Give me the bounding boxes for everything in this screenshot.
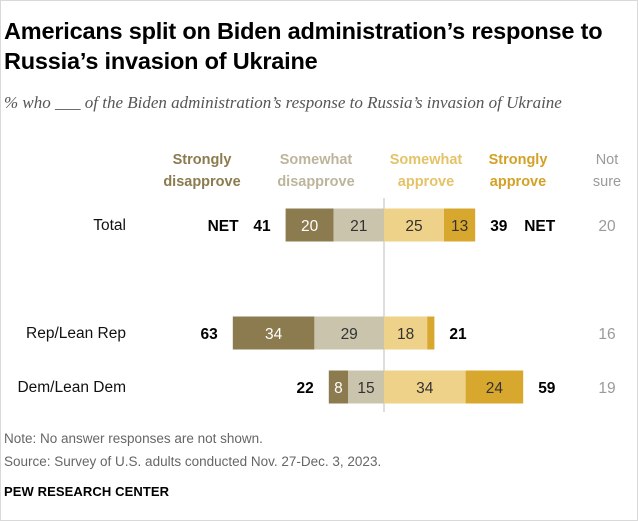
bar-rep-lean-rep-strongly-approve <box>427 316 435 350</box>
legend-somewhat-approve-line-2: approve <box>398 174 454 190</box>
net-approve-dem-lean-dem: 59 <box>538 380 556 397</box>
diverging-bar-chart: Strongly disapprove Somewhat disapprove Some… <box>17 152 621 412</box>
net-approve-rep-lean-rep: 21 <box>449 326 467 343</box>
bar-label-total-somewhat-disapprove: 21 <box>350 218 367 235</box>
bar-label-total-somewhat-approve: 25 <box>405 218 422 235</box>
chart-title: Americans split on Biden administration’… <box>4 18 603 74</box>
bar-total-somewhat-disapprove <box>333 208 384 242</box>
net-label-right: NET <box>524 218 556 235</box>
bar-rep-lean-rep-somewhat-approve <box>384 316 428 350</box>
bar-label-rep-lean-rep-somewhat-approve: 18 <box>397 326 414 343</box>
bar-label-dem-lean-dem-strongly-disapprove: 8 <box>334 380 343 397</box>
bar-label-total-strongly-approve: 13 <box>451 218 468 235</box>
not-sure-rep-lean-rep: 16 <box>598 326 615 343</box>
chart-subtitle: % who ___ of the Biden administration’s … <box>4 93 562 112</box>
not-sure-header-line-1: Not <box>596 152 619 168</box>
bar-total-somewhat-approve <box>384 208 444 242</box>
not-sure-total: 20 <box>598 218 616 235</box>
bar-label-rep-lean-rep-strongly-disapprove: 34 <box>265 326 283 343</box>
brand-name: PEW RESEARCH CENTER <box>4 484 170 499</box>
bar-total-strongly-disapprove <box>285 208 334 242</box>
net-disapprove-rep-lean-rep: 63 <box>201 326 219 343</box>
chart-note: Note: No answer responses are not shown. <box>4 431 263 446</box>
net-approve-total: 39 <box>490 218 508 235</box>
bar-dem-lean-dem-strongly-disapprove <box>328 370 348 404</box>
bar-rep-lean-rep-somewhat-disapprove <box>314 316 384 350</box>
bar-label-rep-lean-rep-somewhat-disapprove: 29 <box>341 326 358 343</box>
not-sure-header-line-2: sure <box>593 174 621 190</box>
bar-label-total-strongly-disapprove: 20 <box>301 218 319 235</box>
legend-strongly-approve-line-1: Strongly <box>489 152 548 168</box>
category-label-dem-lean-dem: Dem/Lean Dem <box>17 379 126 396</box>
bar-label-dem-lean-dem-somewhat-approve: 34 <box>416 380 434 397</box>
legend-somewhat-approve-line-1: Somewhat <box>390 152 463 168</box>
bar-dem-lean-dem-somewhat-disapprove <box>348 370 384 404</box>
net-disapprove-total: 41 <box>253 218 271 235</box>
bar-label-dem-lean-dem-somewhat-disapprove: 15 <box>357 380 374 397</box>
bar-label-dem-lean-dem-strongly-approve: 24 <box>486 380 504 397</box>
bar-dem-lean-dem-somewhat-approve <box>384 370 466 404</box>
net-disapprove-dem-lean-dem: 22 <box>297 380 314 397</box>
category-label-rep-lean-rep: Rep/Lean Rep <box>26 325 126 342</box>
legend-somewhat-disapprove-line-2: disapprove <box>277 174 354 190</box>
legend-strongly-disapprove-line-1: Strongly <box>173 152 232 168</box>
net-label-left: NET <box>208 218 240 235</box>
bar-dem-lean-dem-strongly-approve <box>465 370 524 404</box>
chart-source: Source: Survey of U.S. adults conducted … <box>4 454 382 469</box>
legend-somewhat-disapprove-line-1: Somewhat <box>280 152 353 168</box>
category-label-total: Total <box>93 217 126 234</box>
legend-strongly-approve-line-2: approve <box>490 174 546 190</box>
bar-rep-lean-rep-strongly-disapprove <box>232 316 315 350</box>
legend-strongly-disapprove-line-2: disapprove <box>163 174 240 190</box>
bar-total-strongly-approve <box>444 208 476 242</box>
not-sure-dem-lean-dem: 19 <box>598 380 615 397</box>
